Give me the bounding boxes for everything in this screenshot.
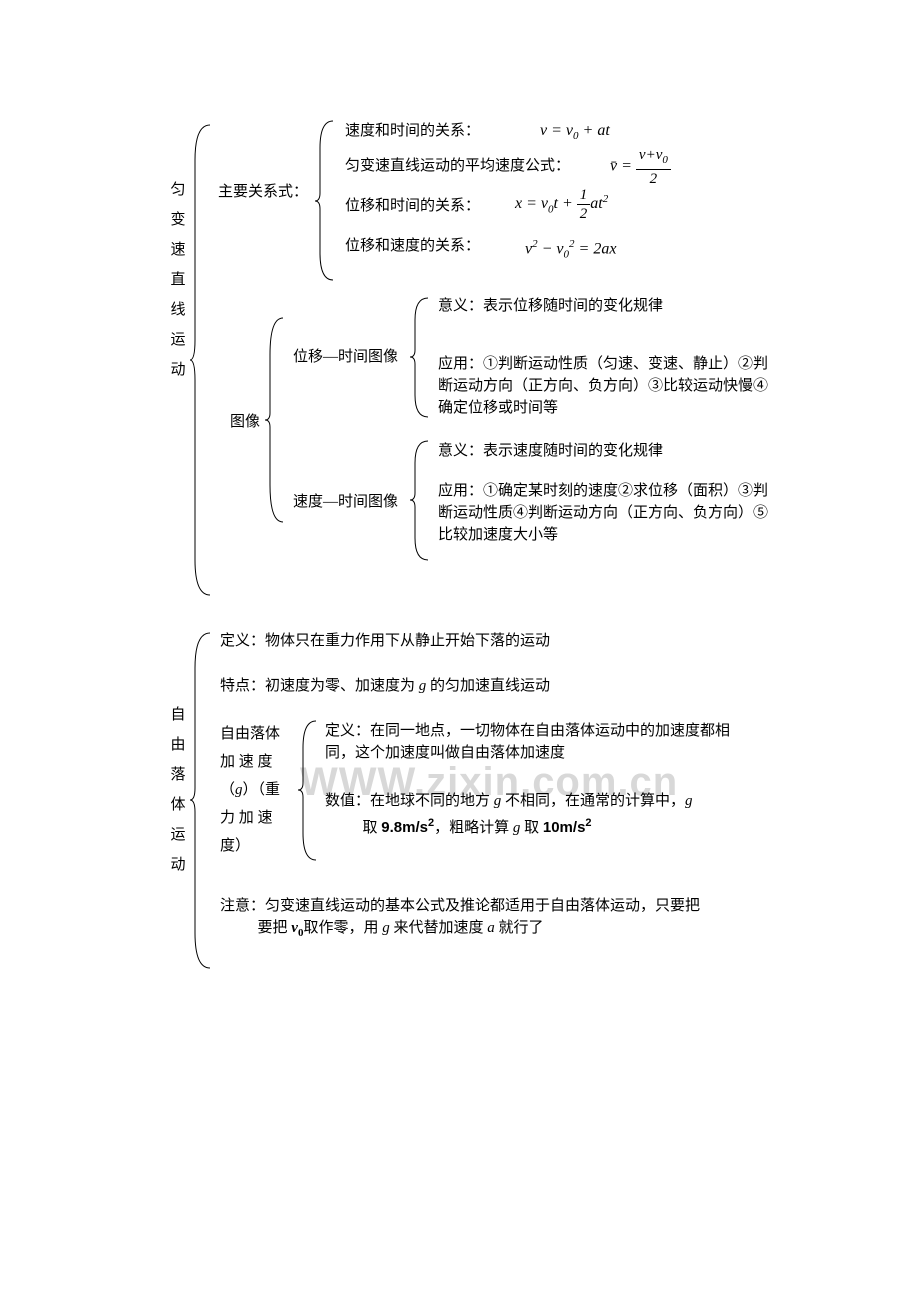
- sub1-meaning: 意义：表示位移随时间的变化规律: [438, 295, 663, 317]
- sub2-label: 速度—时间图像: [293, 490, 398, 511]
- fden: 2: [636, 170, 671, 188]
- branch1-label: 主要关系式：: [218, 180, 308, 201]
- brace-icon: [410, 438, 435, 563]
- fsup: 2: [532, 238, 538, 250]
- fden: 2: [577, 205, 591, 223]
- txt: 数值：在地球不同的地方: [325, 793, 494, 809]
- rel1-formula: v = v0 + at: [540, 122, 610, 142]
- sec2-feat: 特点：初速度为零、加速度为 g 的匀加速直线运动: [220, 675, 550, 697]
- txt: ）（重: [243, 782, 281, 798]
- rel3-formula: x = v0t + 12at2: [515, 186, 608, 223]
- rel4-formula: v2 − v02 = 2ax: [525, 238, 616, 261]
- vchar: 速: [168, 235, 188, 265]
- fnum: 1: [577, 186, 591, 205]
- sub1-apply: 应用：①判断运动性质（匀速、变速、静止）②判断运动方向（正方向、负方向）③比较运…: [438, 353, 768, 419]
- vchar: 运: [168, 820, 188, 850]
- accel-def: 定义：在同一地点，一切物体在自由落体运动中的加速度都相同，这个加速度叫做自由落体…: [325, 720, 745, 764]
- fop: =: [579, 240, 590, 257]
- rel2-label: 匀变速直线运动的平均速度公式：: [345, 155, 570, 177]
- fvar: v: [541, 195, 548, 212]
- lab-line: 力 加 速: [220, 804, 300, 832]
- fsub: 0: [564, 249, 570, 261]
- fsup: 2: [585, 817, 591, 829]
- fvar: t: [554, 195, 558, 212]
- rel4-label: 位移和速度的关系：: [345, 235, 480, 257]
- rel1-label: 速度和时间的关系：: [345, 120, 480, 142]
- fvar: at: [597, 122, 609, 139]
- vchar: 直: [168, 265, 188, 295]
- sub2-apply: 应用：①确定某时刻的速度②求位移（面积）③判断运动性质④判断运动方向（正方向、负…: [438, 480, 768, 546]
- vchar: 线: [168, 295, 188, 325]
- fvar: v: [566, 122, 573, 139]
- accel-val: 数值：在地球不同的地方 g 不相同，在通常的计算中，g 取 9.8m/s2，粗略…: [325, 790, 755, 839]
- fsub: 0: [573, 130, 579, 142]
- fop: −: [542, 240, 553, 257]
- txt: 来代替加速度: [390, 920, 488, 936]
- fvar: g: [235, 782, 243, 798]
- rel3-label: 位移和时间的关系：: [345, 195, 480, 217]
- txt: ，粗略计算: [434, 820, 513, 836]
- fsup: 2: [603, 193, 609, 205]
- vchar: 动: [168, 850, 188, 880]
- sub2-meaning: 意义：表示速度随时间的变化规律: [438, 440, 663, 462]
- txt: 注意：匀变速直线运动的基本公式及推论都适用于自由落体运动，只要把: [220, 898, 700, 914]
- vchar: 自: [168, 700, 188, 730]
- brace-icon: [265, 315, 290, 525]
- fvar: g: [685, 793, 693, 809]
- branch2-label: 图像: [230, 410, 260, 431]
- txt: 取作零，用: [303, 920, 382, 936]
- vchar: 落: [168, 760, 188, 790]
- lab-line: （g）（重: [220, 776, 300, 804]
- fvar: v: [556, 240, 563, 257]
- sub1-label: 位移—时间图像: [293, 345, 398, 366]
- rel2-formula: v̄ = v+v02: [610, 146, 671, 188]
- fvar: x: [515, 195, 522, 212]
- fvar: v: [639, 147, 646, 163]
- txt: 取: [363, 820, 382, 836]
- section1-root-label: 匀 变 速 直 线 运 动: [168, 175, 188, 385]
- txt: 取: [520, 820, 543, 836]
- vchar: 匀: [168, 175, 188, 205]
- brace-icon: [190, 120, 220, 600]
- fop: +: [646, 147, 656, 163]
- lab-line: 自由落体: [220, 720, 300, 748]
- vchar: 由: [168, 730, 188, 760]
- fnum: 10m/s: [543, 819, 586, 836]
- sec2-note: 注意：匀变速直线运动的基本公式及推论都适用于自由落体运动，只要把 要把 v0取作…: [220, 895, 710, 944]
- section2-root-label: 自 由 落 体 运 动: [168, 700, 188, 880]
- brace-icon: [315, 118, 340, 283]
- vchar: 运: [168, 325, 188, 355]
- txt: 的匀加速直线运动: [426, 678, 550, 694]
- vchar: 体: [168, 790, 188, 820]
- sec2-def: 定义：物体只在重力作用下从静止开始下落的运动: [220, 630, 550, 652]
- fvar: a: [487, 920, 495, 936]
- fvar: x: [609, 240, 616, 257]
- brace-icon: [298, 718, 323, 863]
- fvar: v: [291, 920, 298, 936]
- fsup: 2: [569, 238, 575, 250]
- accel-block-label: 自由落体 加 速 度 （g）（重 力 加 速 度）: [220, 720, 300, 860]
- fvar: v̄: [610, 158, 617, 175]
- lab-line: 加 速 度: [220, 748, 300, 776]
- fvar: g: [382, 920, 390, 936]
- lab-line: 度）: [220, 832, 300, 860]
- fnum: 9.8m/s: [381, 819, 428, 836]
- txt: 就行了: [495, 920, 544, 936]
- txt: 特点：初速度为零、加速度为: [220, 678, 419, 694]
- brace-icon: [410, 295, 435, 420]
- vchar: 变: [168, 205, 188, 235]
- txt: （: [220, 782, 235, 798]
- brace-icon: [190, 628, 220, 973]
- vchar: 动: [168, 355, 188, 385]
- txt: 不相同，在通常的计算中，: [501, 793, 685, 809]
- fvar: v: [540, 122, 547, 139]
- fsub: 0: [662, 154, 668, 166]
